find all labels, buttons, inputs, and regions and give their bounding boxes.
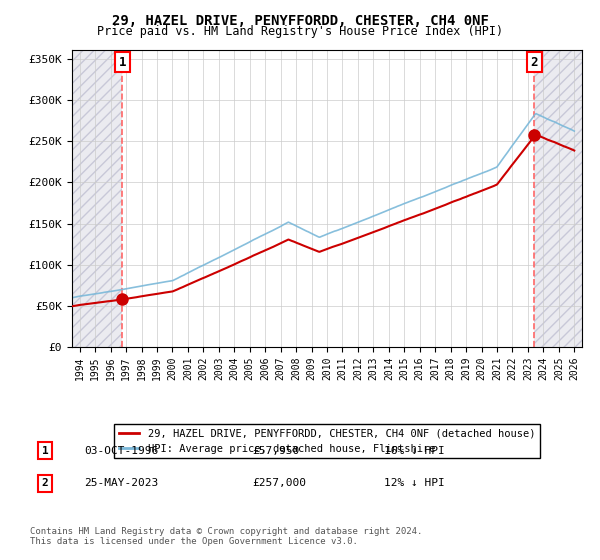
Text: 1: 1	[41, 446, 49, 456]
Text: 2: 2	[530, 56, 538, 69]
Polygon shape	[72, 50, 122, 347]
Text: 16% ↓ HPI: 16% ↓ HPI	[384, 446, 445, 456]
Text: 12% ↓ HPI: 12% ↓ HPI	[384, 478, 445, 488]
Polygon shape	[534, 50, 582, 347]
Text: 29, HAZEL DRIVE, PENYFFORDD, CHESTER, CH4 0NF: 29, HAZEL DRIVE, PENYFFORDD, CHESTER, CH…	[112, 14, 488, 28]
Text: £57,950: £57,950	[252, 446, 299, 456]
Text: 2: 2	[41, 478, 49, 488]
Text: 1: 1	[118, 56, 126, 69]
Legend: 29, HAZEL DRIVE, PENYFFORDD, CHESTER, CH4 0NF (detached house), HPI: Average pri: 29, HAZEL DRIVE, PENYFFORDD, CHESTER, CH…	[115, 424, 539, 458]
Text: Contains HM Land Registry data © Crown copyright and database right 2024.
This d: Contains HM Land Registry data © Crown c…	[30, 526, 422, 546]
Text: £257,000: £257,000	[252, 478, 306, 488]
Text: 25-MAY-2023: 25-MAY-2023	[84, 478, 158, 488]
Text: 03-OCT-1996: 03-OCT-1996	[84, 446, 158, 456]
Text: Price paid vs. HM Land Registry's House Price Index (HPI): Price paid vs. HM Land Registry's House …	[97, 25, 503, 38]
